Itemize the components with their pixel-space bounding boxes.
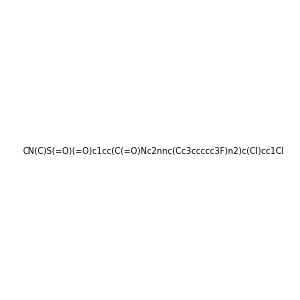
Text: CN(C)S(=O)(=O)c1cc(C(=O)Nc2nnc(Cc3ccccc3F)n2)c(Cl)cc1Cl: CN(C)S(=O)(=O)c1cc(C(=O)Nc2nnc(Cc3ccccc3…	[23, 147, 285, 156]
